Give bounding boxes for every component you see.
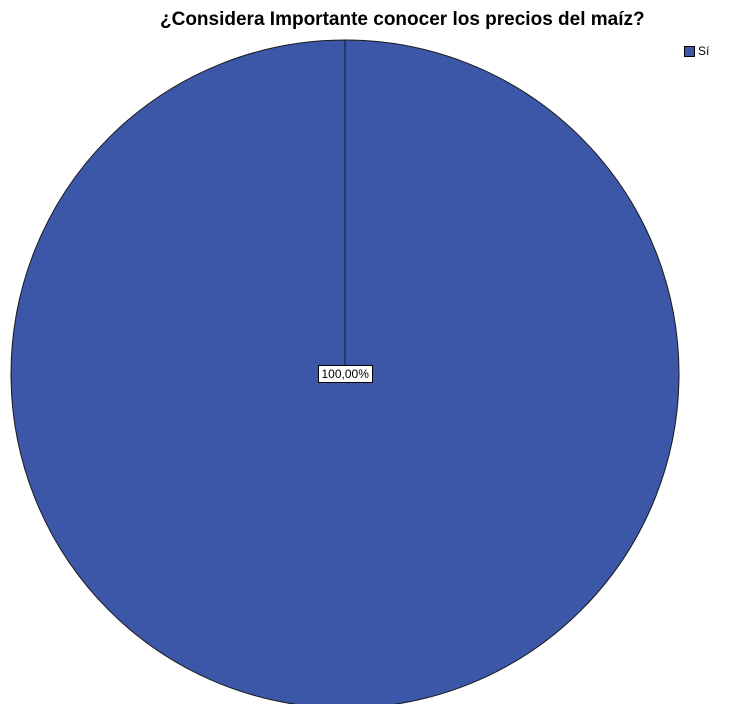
slice-label: 100,00% (317, 365, 373, 383)
legend-swatch (684, 45, 695, 57)
chart-title: ¿Considera Importante conocer los precio… (160, 9, 645, 30)
legend: Sí (684, 44, 709, 58)
legend-label: Sí (698, 44, 710, 58)
